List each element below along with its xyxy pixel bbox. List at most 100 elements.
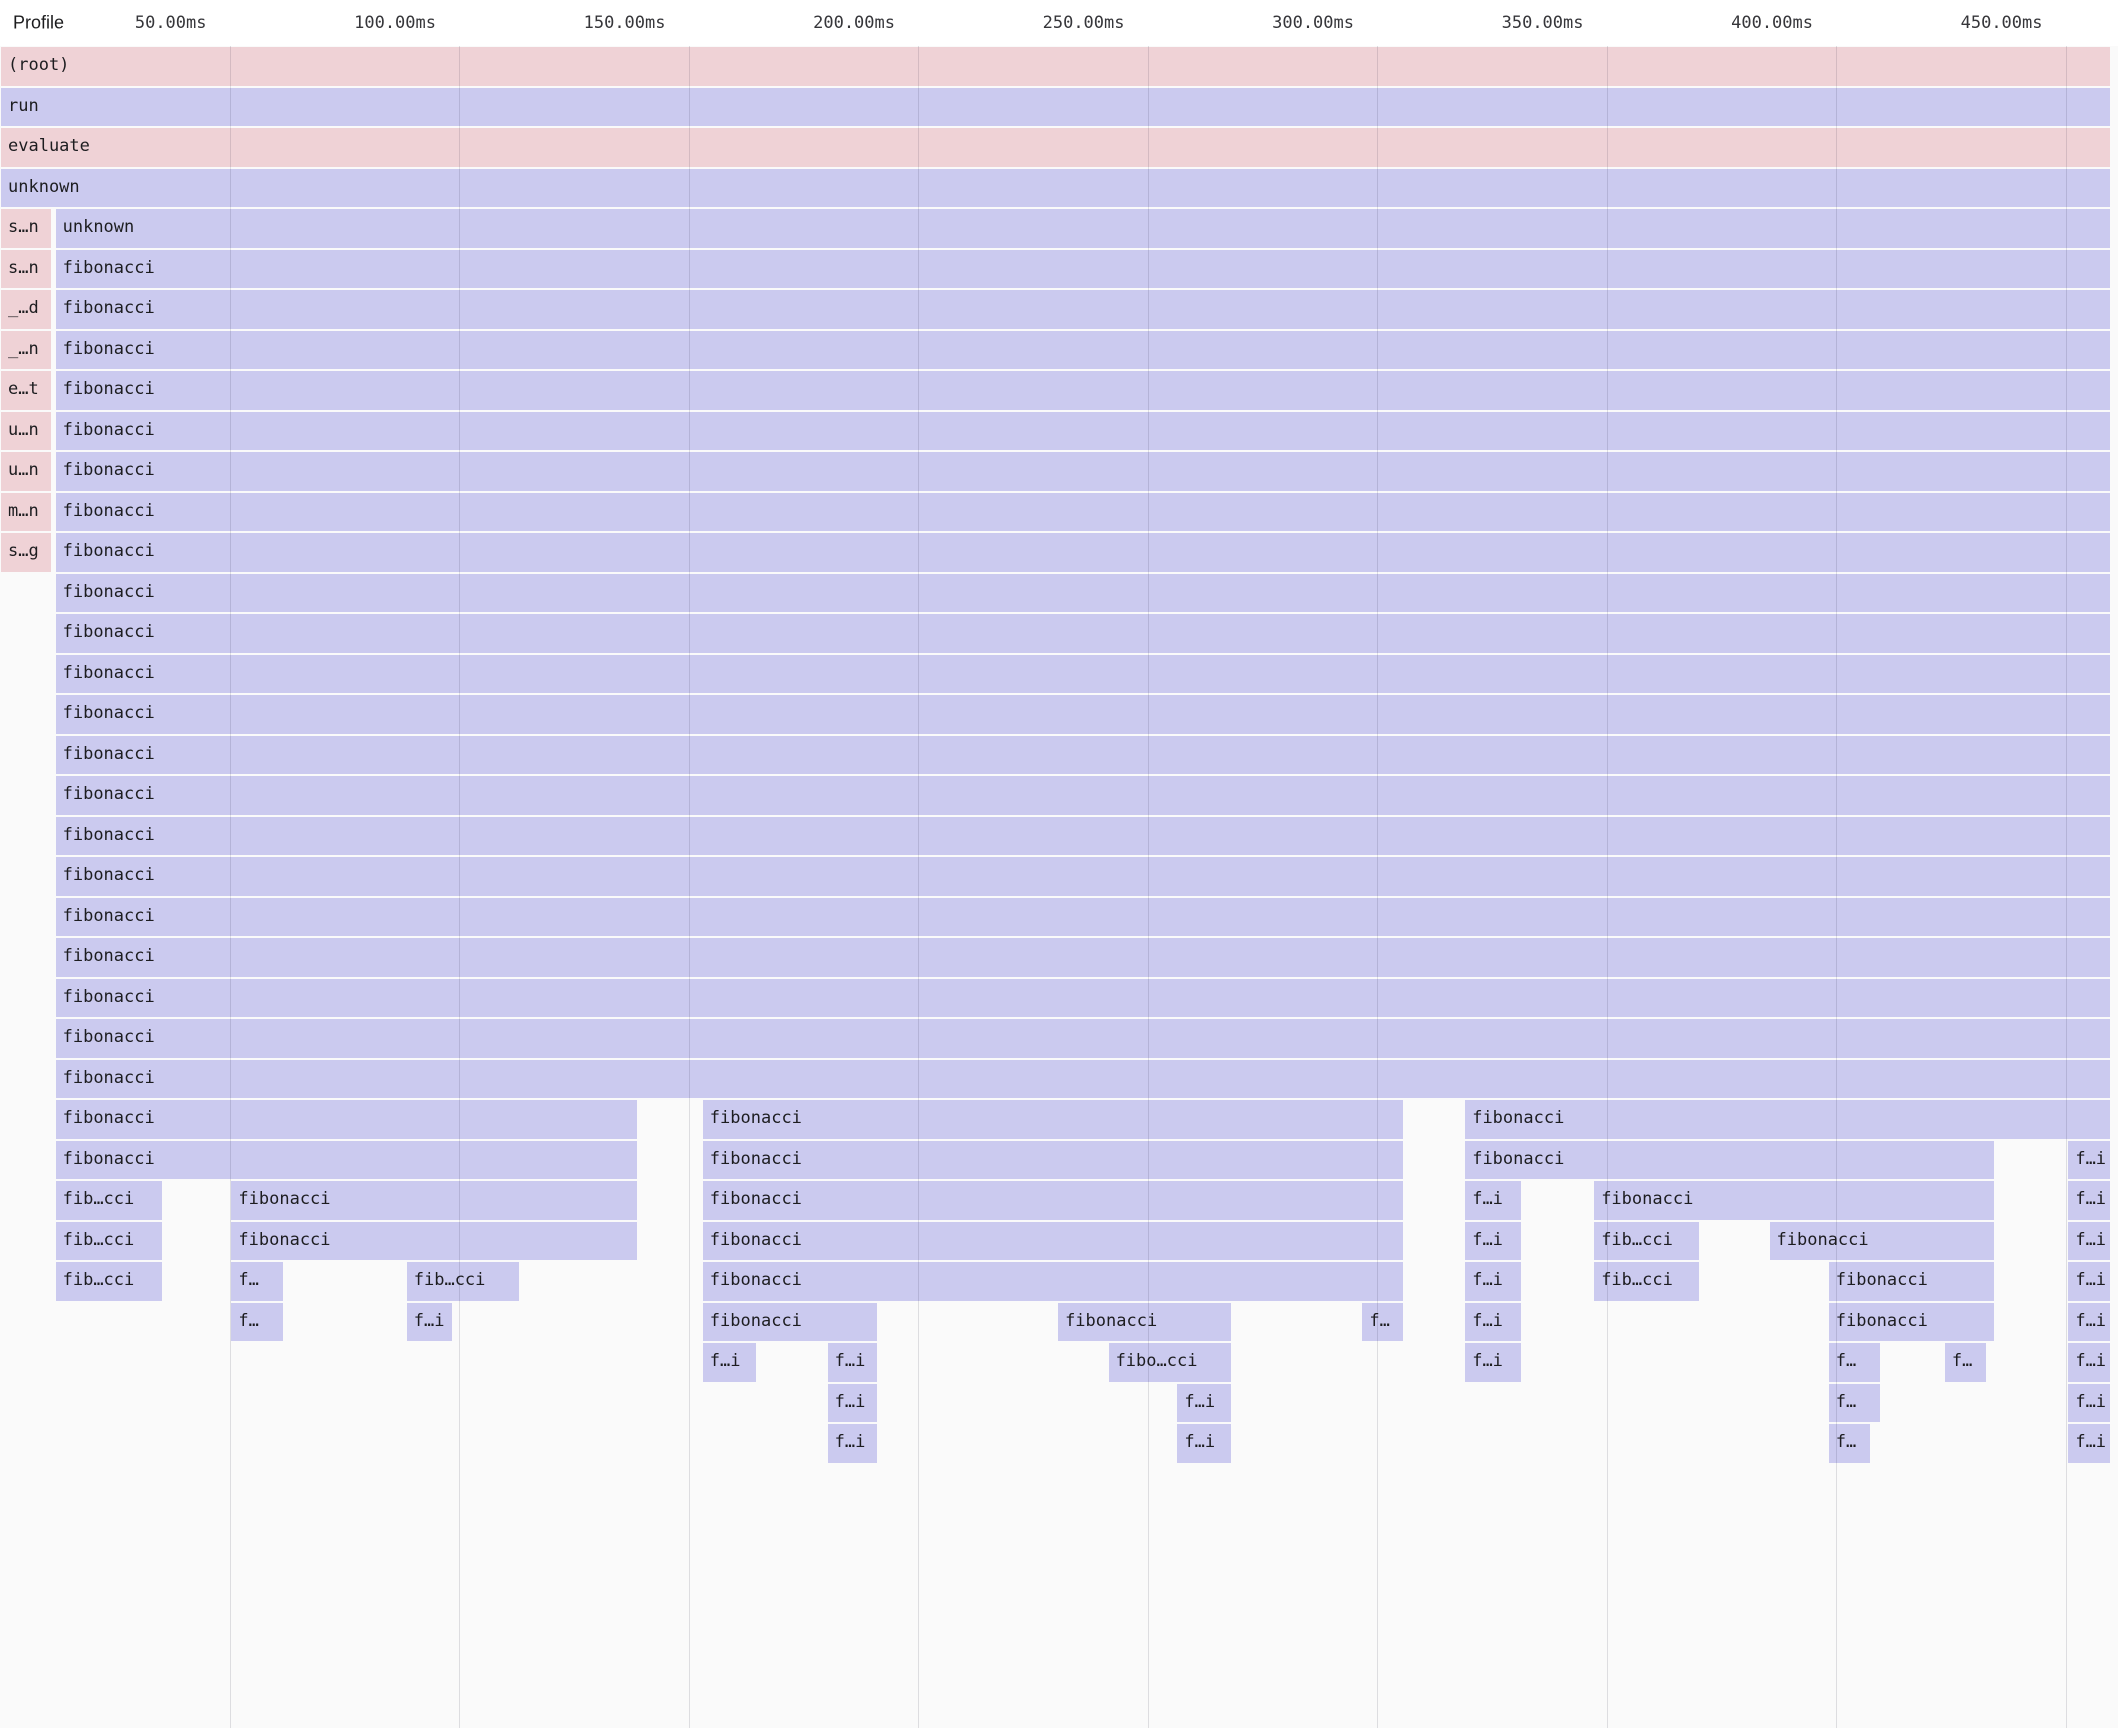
frame[interactable]: fibonacci	[54, 451, 2112, 492]
frame[interactable]: s…n	[0, 248, 53, 289]
frame[interactable]: f…i	[826, 1423, 878, 1464]
frame[interactable]: unknown	[0, 167, 2112, 208]
gridline	[918, 46, 919, 1728]
frame[interactable]: f…i	[405, 1301, 453, 1342]
frame[interactable]: fibonacci	[701, 1180, 1405, 1221]
timeline-header: Profile 50.00ms 100.00ms 150.00ms 200.00ms 2…	[0, 0, 2118, 46]
frame[interactable]: fibonacci	[54, 694, 2112, 735]
frame[interactable]: fibonacci	[1593, 1180, 1995, 1221]
axis-tick-label: 200.00ms	[813, 13, 895, 33]
frame[interactable]: f…i	[1464, 1220, 1522, 1261]
frame[interactable]: fibonacci	[1464, 1099, 2112, 1140]
frame[interactable]: f…	[230, 1301, 284, 1342]
frame[interactable]: fibonacci	[1464, 1139, 1995, 1180]
frame[interactable]: fibonacci	[54, 896, 2112, 937]
frame[interactable]: u…n	[0, 410, 53, 451]
frame[interactable]: fib…cci	[1593, 1261, 1701, 1302]
frame[interactable]: run	[0, 86, 2112, 127]
frame[interactable]: f…i	[2067, 1423, 2112, 1464]
frame[interactable]: f…	[1361, 1301, 1405, 1342]
frame[interactable]: fibonacci	[54, 329, 2112, 370]
frame[interactable]: f…i	[1464, 1301, 1522, 1342]
frame[interactable]: fibonacci	[54, 370, 2112, 411]
frame[interactable]: fibonacci	[54, 775, 2112, 816]
frame[interactable]: f…i	[2067, 1220, 2112, 1261]
frame[interactable]: fibonacci	[701, 1099, 1405, 1140]
frame[interactable]: fibonacci	[54, 289, 2112, 330]
frame[interactable]: fibonacci	[54, 856, 2112, 897]
profile-title: Profile	[13, 12, 65, 33]
axis-tick-label: 250.00ms	[1042, 13, 1125, 33]
frame[interactable]: fibonacci	[54, 1058, 2112, 1099]
frame[interactable]: fibonacci	[54, 613, 2112, 654]
frame[interactable]: f…i	[826, 1342, 878, 1383]
frame[interactable]: f…i	[2067, 1301, 2112, 1342]
axis-tick-label: 450.00ms	[1960, 13, 2043, 33]
frame[interactable]: fibo…cci	[1107, 1342, 1233, 1383]
frame[interactable]: fibonacci	[54, 653, 2112, 694]
frame[interactable]: fibonacci	[1057, 1301, 1233, 1342]
gridline	[1147, 46, 1149, 1728]
frame[interactable]: _…n	[0, 329, 53, 370]
frame[interactable]: fibonacci	[701, 1139, 1405, 1180]
frame[interactable]: f…i	[1176, 1382, 1233, 1423]
frame[interactable]: fibonacci	[54, 410, 2112, 451]
frame[interactable]: f…i	[2067, 1180, 2112, 1221]
gridline	[1836, 46, 1837, 1728]
frame[interactable]: fibonacci	[1827, 1301, 1995, 1342]
frame[interactable]: f…	[230, 1261, 284, 1302]
frame[interactable]: u…n	[0, 451, 53, 492]
frame[interactable]: fibonacci	[701, 1261, 1405, 1302]
axis-tick-label: 400.00ms	[1731, 13, 1813, 33]
frame[interactable]: fibonacci	[230, 1180, 638, 1221]
frame[interactable]: fibonacci	[1827, 1261, 1995, 1302]
frame[interactable]: f…	[1827, 1382, 1881, 1423]
axis-tick-label: 100.00ms	[354, 13, 436, 33]
frame[interactable]: f…i	[2067, 1261, 2112, 1302]
gridline	[1377, 46, 1378, 1728]
gridline	[229, 46, 231, 1728]
frame[interactable]: f…i	[2067, 1382, 2112, 1423]
frame[interactable]: fibonacci	[54, 937, 2112, 978]
frame[interactable]: f…i	[2067, 1139, 2112, 1180]
frame[interactable]: fib…cci	[405, 1261, 520, 1302]
frame[interactable]: fibonacci	[701, 1301, 878, 1342]
frame[interactable]: fibonacci	[701, 1220, 1405, 1261]
frame[interactable]: e…t	[0, 370, 53, 411]
frame[interactable]: fibonacci	[54, 1018, 2112, 1059]
frame[interactable]: f…i	[701, 1342, 757, 1383]
frame[interactable]: fibonacci	[1768, 1220, 1995, 1261]
frame[interactable]: f…i	[2067, 1342, 2112, 1383]
frame[interactable]: (root)	[0, 46, 2112, 87]
frame[interactable]: s…g	[0, 532, 53, 573]
frame[interactable]: fib…cci	[54, 1220, 163, 1261]
frame[interactable]: f…i	[1176, 1423, 1233, 1464]
frame[interactable]: fibonacci	[54, 491, 2112, 532]
frame[interactable]: fib…cci	[54, 1180, 163, 1221]
frame[interactable]: fibonacci	[54, 248, 2112, 289]
frame[interactable]: f…	[1943, 1342, 1987, 1383]
frame[interactable]: fibonacci	[54, 1139, 638, 1180]
frame[interactable]: f…i	[1464, 1261, 1522, 1302]
frame[interactable]: f…	[1827, 1342, 1881, 1383]
axis-tick-label: 350.00ms	[1501, 13, 1584, 33]
frame[interactable]: f…i	[1464, 1342, 1522, 1383]
frame[interactable]: fibonacci	[54, 532, 2112, 573]
frame[interactable]: s…n	[0, 208, 53, 249]
frame[interactable]: f…i	[826, 1382, 878, 1423]
axis-tick-label: 50.00ms	[134, 13, 207, 33]
frame[interactable]: f…	[1827, 1423, 1872, 1464]
frame[interactable]: fibonacci	[54, 734, 2112, 775]
frame[interactable]: fibonacci	[54, 1099, 638, 1140]
frame[interactable]: fib…cci	[54, 1261, 163, 1302]
frame[interactable]: _…d	[0, 289, 53, 330]
frame[interactable]: unknown	[54, 208, 2112, 249]
frame[interactable]: m…n	[0, 491, 53, 532]
frame[interactable]: fibonacci	[54, 572, 2112, 613]
frame[interactable]: fibonacci	[54, 977, 2112, 1018]
frame[interactable]: evaluate	[0, 127, 2112, 168]
frame[interactable]: fib…cci	[1593, 1220, 1701, 1261]
frame[interactable]: f…i	[1464, 1180, 1522, 1221]
frame[interactable]: fibonacci	[54, 815, 2112, 856]
frame[interactable]: fibonacci	[230, 1220, 638, 1261]
